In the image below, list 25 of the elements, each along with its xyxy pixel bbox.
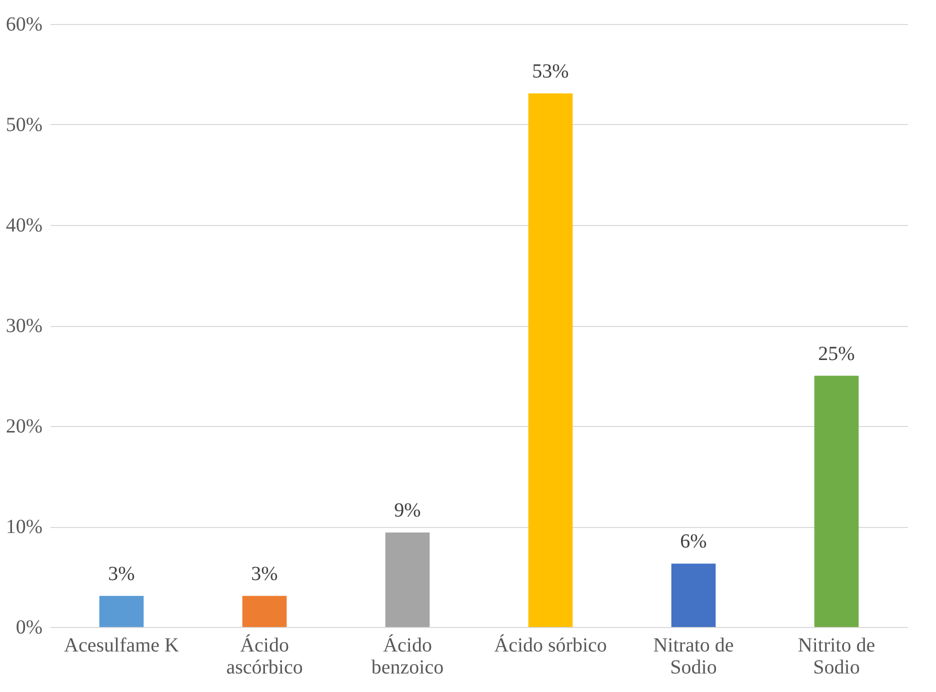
y-tick-label: 40%	[6, 214, 42, 236]
bar	[99, 596, 144, 627]
bar	[242, 596, 287, 627]
x-tick-label: Nitrato de Sodio	[653, 634, 734, 678]
y-tick-label: 10%	[6, 516, 42, 538]
y-tick-label: 30%	[6, 315, 42, 337]
x-tick-label: Nitrito de Sodio	[798, 634, 876, 678]
x-tick-label: Ácido sórbico	[494, 634, 607, 656]
data-label: 9%	[394, 500, 421, 522]
y-tick-label: 20%	[6, 416, 42, 438]
x-tick-label: Ácido benzoico	[371, 634, 444, 678]
y-tick-label: 50%	[6, 114, 42, 136]
data-label: 3%	[251, 562, 278, 585]
bar	[814, 376, 859, 627]
bar	[385, 532, 430, 627]
data-label: 6%	[680, 530, 707, 553]
bar	[528, 93, 573, 627]
data-label: 3%	[108, 562, 135, 585]
data-label: 25%	[818, 342, 855, 365]
x-tick-label: Acesulfame K	[64, 634, 180, 656]
y-tick-label: 0%	[16, 616, 42, 638]
data-label: 53%	[532, 60, 569, 82]
y-tick-label: 60%	[6, 14, 42, 36]
x-tick-label: Ácido ascórbico	[226, 634, 303, 678]
bar	[671, 564, 716, 627]
